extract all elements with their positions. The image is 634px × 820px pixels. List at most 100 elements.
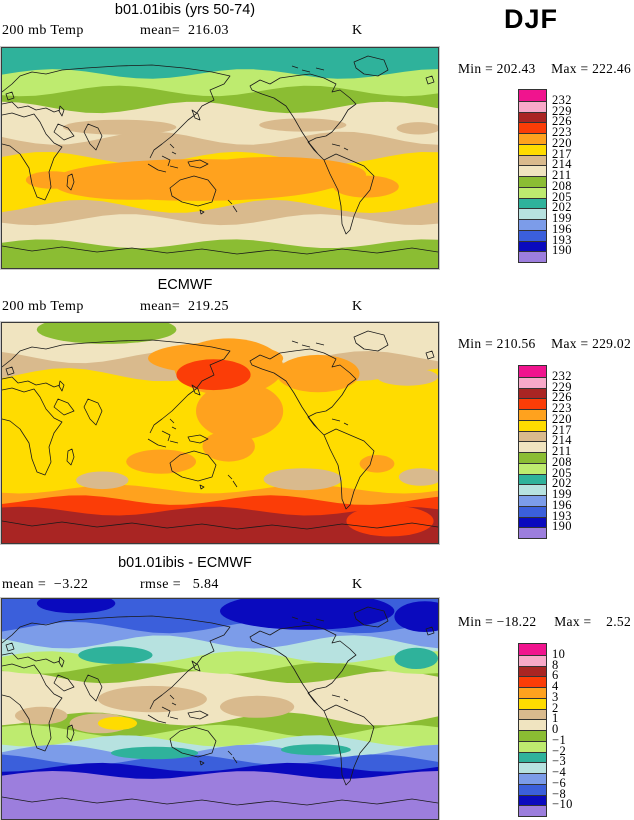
legend-level: 211 (552, 168, 572, 182)
legend-level: 205 (552, 189, 572, 204)
legend-level: −1 (552, 732, 567, 747)
legend-swatch-tan (519, 708, 546, 720)
legend-level: 199 (552, 211, 572, 225)
season-label: DJF (504, 4, 559, 34)
legend-level: 196 (552, 497, 572, 512)
legend-swatch-yellow (519, 143, 546, 155)
legend-swatch-red-orange (519, 398, 546, 409)
legend-level: 2 (552, 700, 559, 715)
coastline-overlay (2, 606, 438, 806)
max-value: Max = 2.52 (554, 614, 631, 629)
legend-level: 220 (552, 411, 572, 426)
contour-blob (281, 744, 351, 756)
legend-swatch-pink (519, 654, 546, 666)
legend-swatch-dark-blue (519, 516, 546, 528)
legend-swatch-light-green (519, 186, 546, 198)
legend-swatch-orange (519, 687, 546, 698)
max-value: Max = 222.46 (551, 61, 631, 76)
legend-swatch-light-blue (519, 495, 546, 506)
contour-blob (394, 601, 438, 632)
legend-labels: 10 8 6 4 3 2 1 0 −1 −2 −3 −4 −6 −8 −10 (552, 643, 598, 815)
legend-level: −3 (552, 754, 567, 769)
legend-level: 232 (552, 368, 572, 383)
panel-title-reference: ECMWF (157, 277, 213, 293)
contour-blob (396, 122, 438, 135)
legend-level: 226 (552, 114, 572, 129)
legend-labels: 232 229 226 223 220 217 214 211 208 205 202 199 196 1… (552, 89, 598, 261)
legend-level: 190 (552, 519, 572, 534)
legend-level: 8 (552, 657, 559, 672)
legend-level: 214 (552, 433, 572, 448)
legend-level: 193 (552, 232, 572, 247)
legend-swatch-pink (519, 100, 546, 112)
contour-band (2, 771, 438, 819)
contour-blob (36, 599, 116, 614)
contour-blob (394, 647, 438, 669)
minmax-line: Min = 202.43 Max = 222.46 (458, 61, 631, 77)
legend-swatch-orange (519, 409, 546, 420)
contour-blob (78, 646, 153, 664)
min-value: Min = 202.43 (458, 61, 536, 76)
min-value: Min = −18.22 (458, 614, 537, 629)
legend-level: 229 (552, 379, 572, 394)
contour-blob (15, 706, 68, 725)
legend-swatch-dark-blue (519, 240, 546, 252)
legend-swatch-tan (519, 430, 546, 442)
minmax-line: Min = −18.22 Max = 2.52 (458, 614, 631, 630)
legend-swatch-yellow (519, 419, 546, 431)
legend-swatch-pale-cyan (519, 484, 546, 495)
legend-level: −8 (552, 786, 567, 801)
legend-level: −10 (552, 797, 573, 812)
field-label: 200 mb Temp (2, 299, 84, 314)
legend-swatch-dark-red (519, 387, 546, 399)
legend-swatch-purple (519, 251, 546, 262)
contour-blob (333, 175, 399, 198)
units-label: K (352, 299, 363, 314)
legend-level: 199 (552, 487, 572, 501)
legend-level: 193 (552, 508, 572, 523)
legend-swatch-beige (519, 441, 546, 452)
legend-swatch-olive-green (519, 452, 546, 463)
contour-blob (111, 746, 199, 760)
contour-map-reference (1, 322, 439, 544)
contour-band (2, 239, 438, 268)
contour-blob (263, 468, 342, 491)
legend-level: 6 (552, 668, 559, 683)
legend-level: 226 (552, 390, 572, 405)
legend-level: 220 (552, 135, 572, 150)
legend-swatch-blue (519, 229, 546, 241)
legend-level: 208 (552, 178, 572, 193)
contour-blob (398, 468, 438, 486)
contour-blob (76, 471, 129, 490)
coastline-overlay (2, 330, 438, 530)
contour-blob (148, 342, 284, 374)
legend-level: 0 (552, 722, 559, 736)
contour-band (2, 48, 438, 79)
legend-swatch-red-orange (519, 676, 546, 687)
contour-map-difference (1, 598, 439, 820)
units-label: K (352, 577, 363, 592)
legend-swatch-pale-cyan (519, 762, 546, 773)
coastline-overlay (2, 55, 438, 255)
legend-swatch-olive-green (519, 730, 546, 741)
contour-blob (54, 169, 212, 200)
legend-level: 211 (552, 444, 572, 458)
legend-level: 232 (552, 92, 572, 107)
contour-blob (97, 685, 207, 713)
legend-swatch-light-green (519, 740, 546, 752)
contour-blob (259, 118, 347, 132)
legend-level: 202 (552, 476, 572, 491)
legend-swatch-light-blue (519, 219, 546, 230)
legend-level: −6 (552, 775, 567, 790)
contour-blob (97, 716, 138, 730)
legend-level: 4 (552, 679, 559, 693)
min-value: Min = 210.56 (458, 336, 536, 351)
legend-level: −2 (552, 743, 567, 758)
legend-swatch-beige (519, 165, 546, 176)
field-label: 200 mb Temp (2, 23, 84, 38)
legend-level: 10 (552, 646, 566, 661)
legend-swatch-magenta (519, 644, 546, 655)
legend-level: 223 (552, 125, 572, 139)
legend-swatch-beige (519, 719, 546, 730)
